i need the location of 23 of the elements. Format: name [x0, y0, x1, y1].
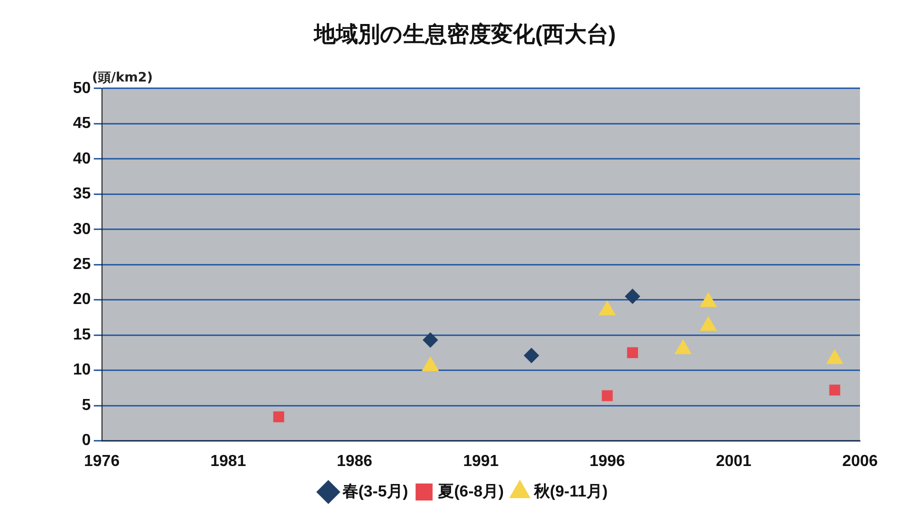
- x-tick-label: 1981: [210, 452, 246, 470]
- y-tick-label: 0: [82, 432, 91, 450]
- x-tick-label: 2006: [842, 452, 878, 470]
- y-tick-label: 40: [73, 150, 91, 168]
- y-tick-label: 20: [73, 291, 91, 308]
- y-tick-label: 25: [73, 256, 91, 274]
- chart-title: 地域別の生息密度変化(西大台): [313, 21, 616, 46]
- y-tick-label: 5: [82, 396, 91, 414]
- legend-label: 秋(9-11月): [532, 482, 608, 500]
- y-tick-label: 10: [73, 362, 91, 379]
- x-tick-label: 1991: [463, 452, 499, 470]
- y-tick-label: 35: [73, 186, 91, 203]
- y-axis-title: (頭/km2): [92, 70, 153, 86]
- x-tick-label: 1996: [589, 452, 626, 470]
- legend-label: 春(3-5月): [341, 482, 408, 500]
- y-tick-label: 50: [73, 80, 91, 97]
- x-tick-label: 1976: [84, 452, 120, 470]
- x-tick-label: 1986: [336, 452, 372, 470]
- y-tick-label: 30: [73, 220, 91, 238]
- legend-label: 夏(6-8月): [437, 483, 504, 500]
- y-tick-label: 15: [73, 326, 91, 344]
- y-tick-label: 45: [73, 115, 91, 132]
- x-tick-label: 2001: [716, 452, 752, 470]
